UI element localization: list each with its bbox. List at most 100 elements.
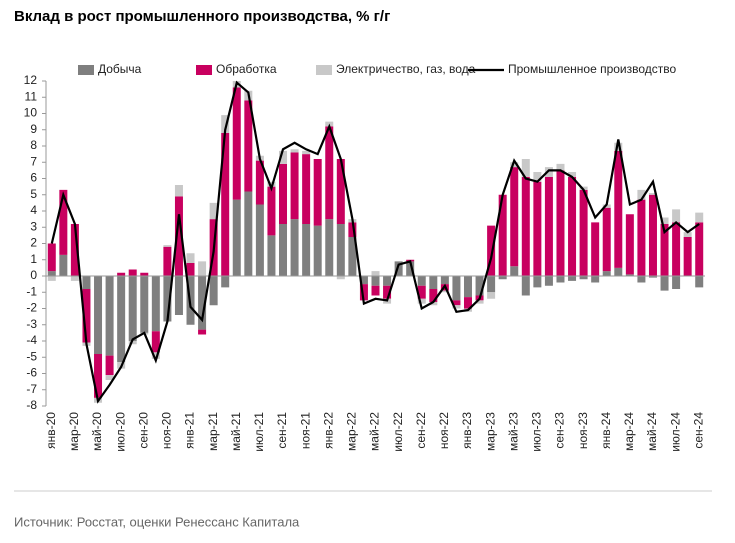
bar <box>463 276 472 298</box>
bar <box>105 355 114 376</box>
bar <box>279 163 288 224</box>
bar <box>556 276 565 283</box>
bar <box>174 185 183 197</box>
bar <box>637 189 646 200</box>
bar <box>695 276 704 288</box>
bar <box>59 189 68 255</box>
bar <box>47 271 56 276</box>
x-tick-label: ноя-22 <box>437 412 451 449</box>
bar <box>695 212 704 223</box>
x-tick-label: июл-23 <box>530 412 544 452</box>
legend-swatch <box>78 65 94 75</box>
bar <box>198 261 207 276</box>
bar <box>59 254 68 276</box>
bar <box>591 222 600 276</box>
x-tick-label: мар-24 <box>622 412 636 451</box>
bar <box>452 305 461 309</box>
bar <box>544 167 553 177</box>
x-tick-label: июл-24 <box>668 412 682 452</box>
bar <box>371 285 380 296</box>
bar <box>371 271 380 276</box>
bar <box>94 276 103 354</box>
bar <box>556 170 565 276</box>
bar <box>128 341 137 345</box>
bar <box>637 276 646 283</box>
x-tick-label: янв-23 <box>460 412 474 449</box>
bar <box>533 276 542 288</box>
bar <box>672 276 681 289</box>
bar <box>82 289 91 343</box>
bar <box>683 237 692 276</box>
legend-label: Промышленное производство <box>508 62 677 76</box>
legend-label: Электричество, газ, вода <box>336 62 476 76</box>
bar <box>105 276 114 356</box>
bar <box>475 300 484 304</box>
bar <box>648 194 657 276</box>
bar <box>417 298 426 304</box>
bar <box>174 276 183 315</box>
bar <box>602 271 611 276</box>
y-tick-label: -1 <box>26 284 37 298</box>
bar <box>302 154 311 224</box>
bar <box>290 219 299 276</box>
bar <box>429 302 438 306</box>
bar <box>533 181 542 276</box>
bar <box>359 276 368 285</box>
bar <box>163 245 172 247</box>
x-tick-label: сен-23 <box>553 412 567 449</box>
bar <box>209 276 218 306</box>
bar <box>660 217 669 224</box>
bar <box>325 219 334 276</box>
bar <box>510 167 519 267</box>
x-tick-label: ноя-20 <box>160 412 174 449</box>
bar <box>70 276 79 281</box>
bar <box>336 159 345 224</box>
bar <box>648 276 657 278</box>
bar <box>510 162 519 168</box>
bar <box>244 100 253 192</box>
bar <box>637 199 646 276</box>
bar <box>383 285 392 299</box>
y-tick-label: -5 <box>26 349 37 363</box>
bar <box>568 176 577 276</box>
bar <box>151 276 160 332</box>
y-tick-label: -3 <box>26 317 37 331</box>
bar <box>568 276 577 281</box>
bar <box>290 152 299 220</box>
x-tick-label: май-22 <box>368 412 382 451</box>
bar <box>544 176 553 276</box>
y-tick-label: -8 <box>26 398 37 412</box>
bar <box>614 150 623 268</box>
bar <box>221 115 230 133</box>
bar <box>255 204 264 276</box>
bar <box>348 237 357 276</box>
bar <box>660 224 669 276</box>
bar <box>279 224 288 276</box>
bar <box>302 150 311 155</box>
y-tick-label: 1 <box>30 252 37 266</box>
bar <box>221 276 230 288</box>
bar <box>151 331 160 353</box>
bar <box>302 224 311 276</box>
x-tick-label: сен-22 <box>414 412 428 449</box>
bar <box>82 276 91 289</box>
bar <box>521 176 530 276</box>
bar <box>625 274 634 276</box>
x-tick-label: май-20 <box>90 412 104 451</box>
bar <box>163 246 172 276</box>
bar <box>151 352 160 359</box>
x-tick-label: ноя-21 <box>298 412 312 449</box>
x-tick-label: май-21 <box>229 412 243 451</box>
bar <box>683 232 692 237</box>
bar <box>313 159 322 226</box>
bar <box>117 272 126 276</box>
x-tick-label: сен-21 <box>275 412 289 449</box>
legend-label: Добыча <box>98 62 142 76</box>
bar <box>406 261 415 276</box>
bar <box>672 222 681 276</box>
x-tick-label: янв-24 <box>599 412 613 449</box>
bar <box>186 263 195 276</box>
y-tick-label: -4 <box>26 333 37 347</box>
bar <box>70 224 79 276</box>
